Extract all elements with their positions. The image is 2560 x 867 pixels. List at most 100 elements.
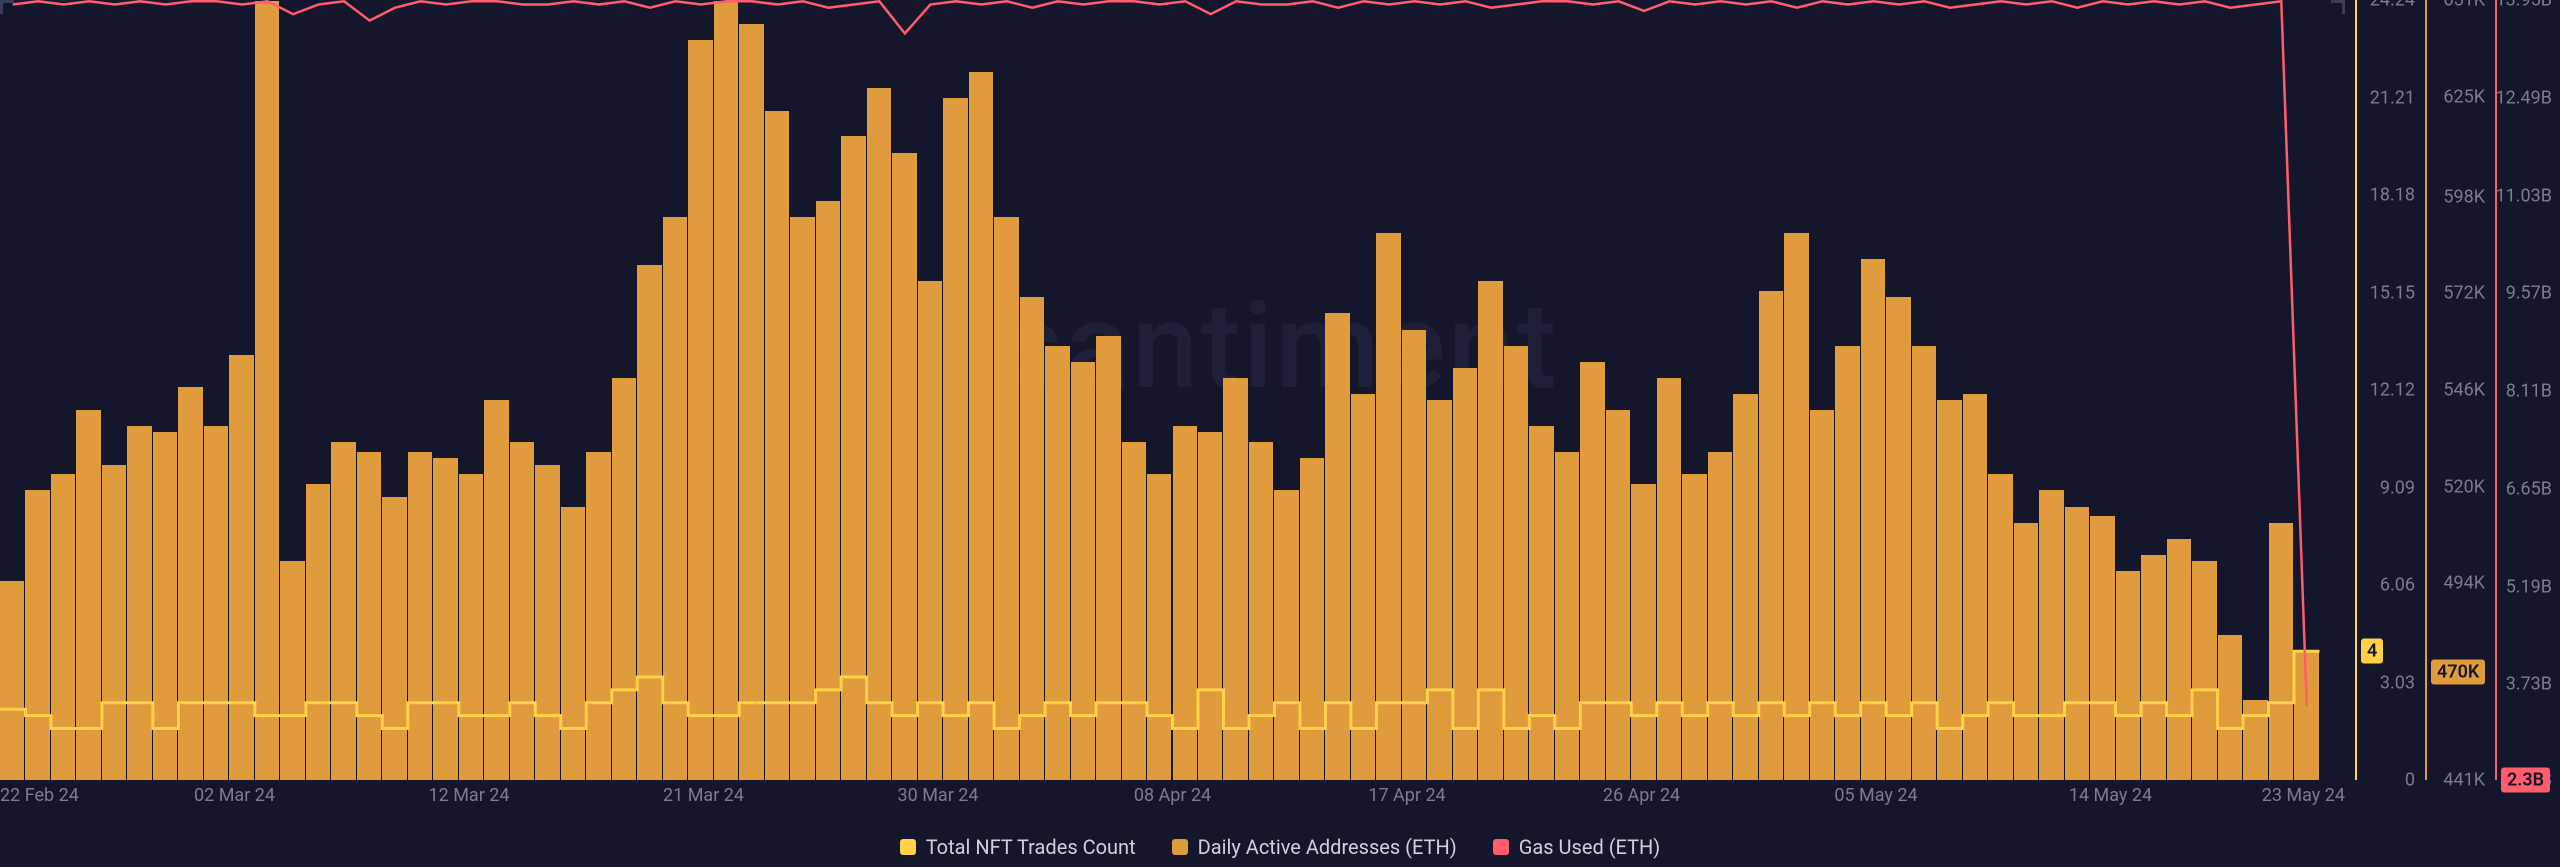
bar-daa [994,217,1018,780]
bar-daa [484,400,508,780]
y-tick-label: 21.21 [2370,87,2415,108]
bar-daa [1478,281,1502,780]
x-axis: 22 Feb 2402 Mar 2412 Mar 2421 Mar 2430 M… [0,785,2345,815]
bar-daa [739,24,763,780]
legend-item[interactable]: Total NFT Trades Count [900,835,1136,859]
axis-badge-gas: 2.3B [2501,768,2550,793]
bar-daa [1249,442,1273,780]
bar-daa [637,265,661,780]
y-tick-label: 0 [2405,770,2415,791]
bar-daa [1223,378,1247,780]
y-tick-label: 15.15 [2370,282,2415,303]
bar-daa [102,465,126,780]
legend-swatch [1493,839,1509,855]
bar-daa [1937,400,1961,780]
bar-daa [2014,523,2038,780]
x-tick-label: 05 May 24 [1834,785,1917,806]
bar-daa [1733,394,1757,780]
axis-badge-nft: 4 [2361,639,2383,664]
chart-plot-area[interactable] [0,0,2345,780]
bar-daa [1759,291,1783,780]
x-tick-label: 17 Apr 24 [1368,785,1445,806]
bar-daa [816,201,840,780]
bar-daa [1835,346,1859,780]
legend-label: Gas Used (ETH) [1519,835,1661,859]
x-tick-label: 21 Mar 24 [663,785,744,806]
bar-daa [1886,297,1910,780]
bar-daa [1861,259,1885,780]
y-tick-label: 9.09 [2380,477,2415,498]
axis-badge-daa: 470K [2431,660,2485,685]
bar-daa [2192,561,2216,780]
y-tick-label: 598K [2443,186,2485,207]
bar-daa [1810,410,1834,780]
x-tick-label: 14 May 24 [2069,785,2152,806]
bar-daa [229,355,253,780]
y-tick-label: 11.03B [2496,185,2552,206]
bar-daa [1988,474,2012,780]
bar-daa [586,452,610,780]
y-tick-label: 9.57B [2506,283,2552,304]
bar-daa [1657,378,1681,780]
bar-daa [382,497,406,780]
bar-daa [1376,233,1400,780]
bar-daa [612,378,636,780]
bar-daa [1631,484,1655,780]
y-tick-label: 12.49B [2496,87,2552,108]
x-tick-label: 23 May 24 [2262,785,2345,806]
corner-top-left [0,0,14,14]
bar-daa [535,465,559,780]
legend-label: Total NFT Trades Count [926,835,1136,859]
bar-daa [2065,507,2089,781]
x-tick-label: 22 Feb 24 [0,785,79,806]
bar-daa [1606,410,1630,780]
bar-daa [2141,555,2165,780]
legend-item[interactable]: Daily Active Addresses (ETH) [1172,835,1457,859]
x-tick-label: 02 Mar 24 [194,785,275,806]
y-tick-label: 8.11B [2506,381,2552,402]
y-tick-label: 651K [2443,0,2485,11]
bar-daa [841,136,865,780]
bar-daa [1402,330,1426,780]
bar-daa [1122,442,1146,780]
bar-daa [331,442,355,780]
y-tick-label: 24.24 [2370,0,2415,11]
bar-daa [280,561,304,780]
bar-daa [2116,571,2140,780]
bar-daa [1580,362,1604,780]
bar-daa [790,217,814,780]
bar-daa [1682,474,1706,780]
bar-daa [51,474,75,780]
bar-daa [1045,346,1069,780]
bar-daa [1173,426,1197,780]
y-tick-label: 18.18 [2370,185,2415,206]
bar-daa [357,452,381,780]
bar-daa [153,432,177,780]
y-tick-label: 3.73B [2506,674,2552,695]
bar-daa [1300,458,1324,780]
legend-swatch [1172,839,1188,855]
legend-item[interactable]: Gas Used (ETH) [1493,835,1661,859]
bar-daa [1325,313,1349,780]
y-tick-label: 572K [2443,283,2485,304]
y-axis-ruler [2425,0,2427,780]
bar-daa [1912,346,1936,780]
y-tick-label: 12.12 [2370,380,2415,401]
bar-daa [127,426,151,780]
y-tick-label: 494K [2443,573,2485,594]
bar-daa [2039,490,2063,780]
bar-daa [1555,452,1579,780]
bar-daa [1071,362,1095,780]
bar-daa [2218,635,2242,780]
bar-daa [1198,432,1222,780]
bar-daa [2090,516,2114,780]
y-tick-label: 441K [2443,770,2485,791]
bar-daa [255,1,279,780]
corner-top-right [2331,0,2345,14]
bar-daa [2294,651,2318,780]
legend-label: Daily Active Addresses (ETH) [1198,835,1457,859]
bar-daa [969,72,993,780]
bars-daily-active-addresses [0,0,2345,780]
bar-daa [892,153,916,780]
bar-daa [663,217,687,780]
